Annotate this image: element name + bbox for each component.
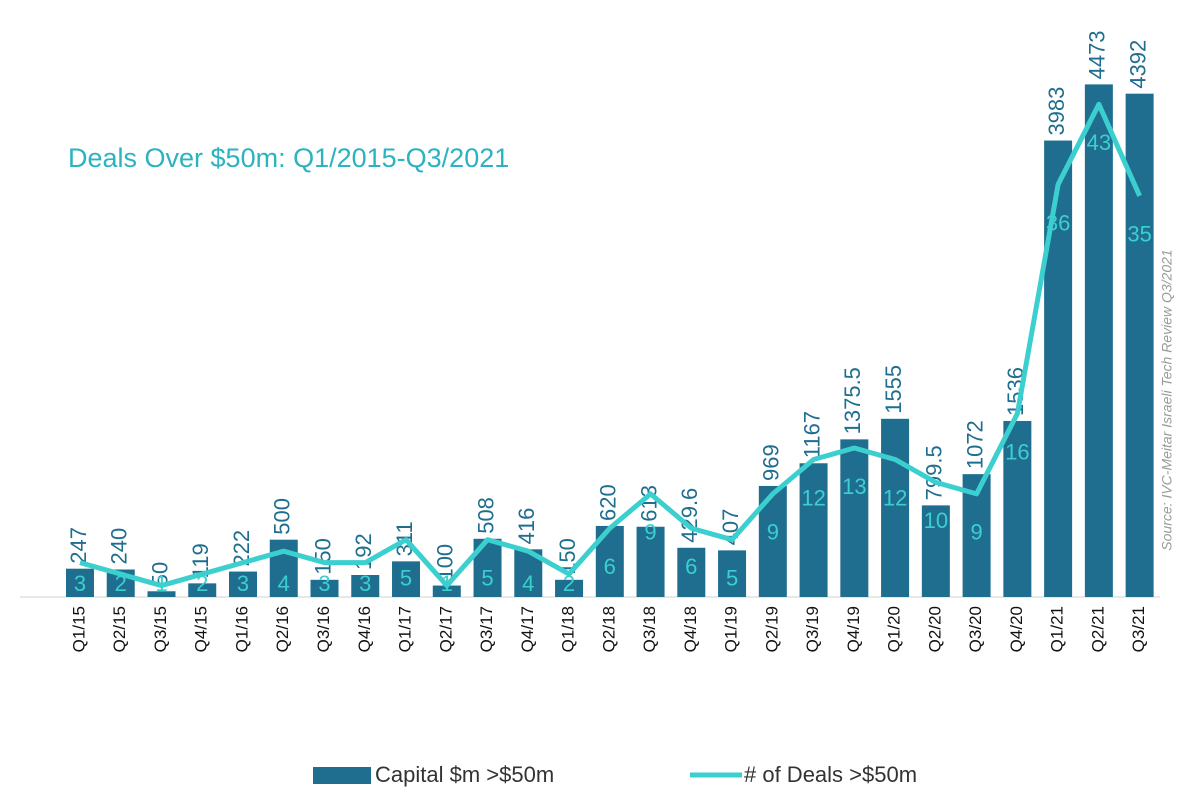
line-value-label: 9 xyxy=(644,520,656,545)
x-tick-label: Q1/15 xyxy=(69,606,88,652)
bar-value-label: 500 xyxy=(270,498,295,535)
x-tick-label: Q3/19 xyxy=(803,606,822,652)
line-value-label: 9 xyxy=(970,520,982,545)
bar xyxy=(147,591,176,597)
x-tick-label: Q2/15 xyxy=(110,606,129,652)
bar xyxy=(351,574,380,597)
line-value-label: 3 xyxy=(318,571,330,596)
line-value-label: 16 xyxy=(1005,439,1029,464)
x-tick-label: Q4/19 xyxy=(844,606,863,652)
x-tick-label: Q3/16 xyxy=(314,606,333,652)
x-tick-label: Q1/19 xyxy=(722,606,741,652)
bar-value-label: 1375.5 xyxy=(840,367,865,434)
bar xyxy=(1044,140,1073,597)
legend-label: Capital $m >$50m xyxy=(375,762,554,787)
bar xyxy=(718,550,747,597)
legend-swatch xyxy=(313,767,371,784)
x-tick-label: Q4/16 xyxy=(355,606,374,652)
line-value-label: 5 xyxy=(481,566,493,591)
line-value-label: 12 xyxy=(801,485,825,510)
bar-value-label: 240 xyxy=(107,528,132,565)
bar-value-label: 969 xyxy=(759,444,784,481)
bar xyxy=(188,583,217,597)
source-note: Source: IVC-Meitar Israeli Tech Review Q… xyxy=(1159,249,1175,550)
line-value-label: 2 xyxy=(115,571,127,596)
x-tick-label: Q2/19 xyxy=(762,606,781,652)
x-tick-label: Q3/17 xyxy=(477,606,496,652)
x-tick-label: Q1/18 xyxy=(559,606,578,652)
line-value-label: 1 xyxy=(155,571,167,596)
x-tick-label: Q3/15 xyxy=(151,606,170,652)
chart-title: Deals Over $50m: Q1/2015-Q3/2021 xyxy=(68,143,509,173)
bar xyxy=(799,463,828,597)
bar-value-label: 1167 xyxy=(799,411,824,458)
bar xyxy=(1003,420,1032,597)
bar xyxy=(636,526,665,597)
bar-value-label: 508 xyxy=(473,497,498,534)
line xyxy=(79,101,1142,589)
x-tick-label: Q1/17 xyxy=(396,606,415,652)
bar-value-label: 1555 xyxy=(881,365,906,414)
bar xyxy=(432,585,461,597)
line-value-label: 3 xyxy=(237,571,249,596)
bar xyxy=(881,418,910,597)
x-tick-label: Q2/20 xyxy=(925,606,944,652)
bar-value-label: 150 xyxy=(310,538,335,575)
bar xyxy=(1084,84,1113,597)
bar-value-label: 799.5 xyxy=(922,445,947,500)
x-tick-label: Q4/20 xyxy=(1007,606,1026,652)
line-value-label: 4 xyxy=(522,571,534,596)
line-value-label: 5 xyxy=(400,566,412,591)
x-tick-label: Q1/16 xyxy=(232,606,251,652)
line-value-label: 4 xyxy=(278,571,290,596)
line-value-label: 36 xyxy=(1046,210,1070,235)
bar-value-label: 620 xyxy=(596,484,621,521)
bar-value-label: 429.6 xyxy=(677,488,702,543)
bar-value-label: 1072 xyxy=(962,420,987,469)
bar xyxy=(677,547,706,597)
line-value-label: 35 xyxy=(1127,222,1151,247)
bar xyxy=(392,561,421,597)
line-value-label: 3 xyxy=(359,571,371,596)
line-value-label: 13 xyxy=(842,474,866,499)
bar-value-label: 4473 xyxy=(1085,30,1110,79)
x-tick-label: Q2/18 xyxy=(599,606,618,652)
bar xyxy=(840,439,869,597)
x-tick-label: Q3/18 xyxy=(640,606,659,652)
line-value-label: 2 xyxy=(196,571,208,596)
bar xyxy=(65,568,94,597)
line-value-label: 5 xyxy=(726,566,738,591)
x-tick-label: Q3/21 xyxy=(1129,606,1148,652)
line-value-label: 1 xyxy=(441,571,453,596)
line-value-label: 43 xyxy=(1087,130,1111,155)
x-tick-label: Q2/16 xyxy=(273,606,292,652)
bar xyxy=(555,579,584,597)
x-tick-label: Q3/20 xyxy=(966,606,985,652)
bar xyxy=(921,505,950,597)
bar-value-label: 3983 xyxy=(1044,87,1069,136)
line-value-label: 2 xyxy=(563,571,575,596)
line-value-label: 12 xyxy=(883,485,907,510)
line-value-label: 6 xyxy=(604,554,616,579)
bar-value-label: 247 xyxy=(66,527,91,564)
legend-label: # of Deals >$50m xyxy=(744,762,917,787)
x-tick-label: Q4/17 xyxy=(518,606,537,652)
x-tick-label: Q2/17 xyxy=(436,606,455,652)
bar xyxy=(310,579,339,597)
line-value-label: 10 xyxy=(924,508,948,533)
bar-value-label: 416 xyxy=(514,508,539,545)
x-tick-label: Q1/20 xyxy=(885,606,904,652)
x-tick-label: Q1/21 xyxy=(1048,606,1067,652)
x-tick-label: Q2/21 xyxy=(1088,606,1107,652)
x-tick-label: Q4/18 xyxy=(681,606,700,652)
x-tick-label: Q4/15 xyxy=(192,606,211,652)
line-value-label: 3 xyxy=(74,571,86,596)
line-value-label: 6 xyxy=(685,554,697,579)
line-value-label: 9 xyxy=(767,520,779,545)
bar-value-label: 4392 xyxy=(1125,40,1150,89)
bar xyxy=(229,571,257,597)
